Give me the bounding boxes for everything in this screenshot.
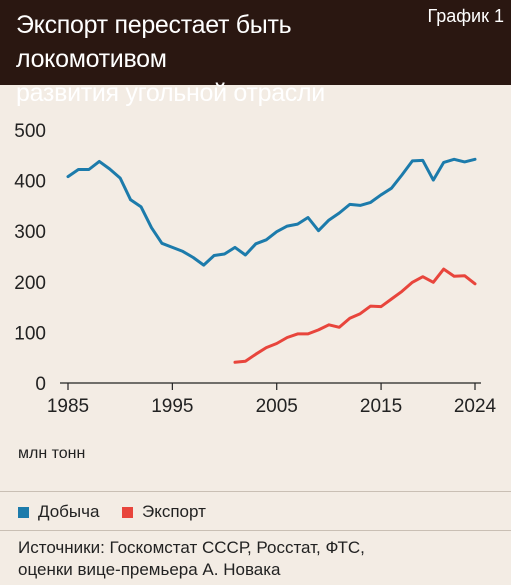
- chart-title-line2: развития угольной отрасли: [16, 79, 325, 107]
- legend-item-production: Добыча: [18, 502, 99, 522]
- header-bar: Экспорт перестает быть локомотивом разви…: [0, 0, 511, 107]
- legend: Добыча Экспорт: [0, 491, 511, 531]
- y-tick-label: 300: [14, 222, 46, 243]
- source-note: Источники: Госкомстат СССР, Росстат, ФТС…: [18, 537, 498, 581]
- source-line2: оценки вице-премьера А. Новака: [18, 560, 281, 579]
- x-tick-label: 2015: [360, 396, 402, 417]
- y-tick-label: 200: [14, 273, 46, 294]
- chart-title: Экспорт перестает быть локомотивом разви…: [16, 8, 426, 110]
- x-tick-label: 2024: [454, 396, 497, 417]
- chart-number-badge: График 1: [427, 6, 504, 26]
- x-tick-label: 2005: [256, 396, 298, 417]
- y-tick-label: 500: [14, 121, 46, 142]
- legend-swatch-production: [18, 506, 29, 518]
- chart-lines: [66, 157, 477, 364]
- series-line-production: [66, 157, 477, 267]
- y-tick-label: 100: [14, 323, 46, 344]
- chart-title-line1: Экспорт перестает быть локомотивом: [16, 11, 292, 73]
- y-tick-label: 0: [35, 374, 46, 395]
- legend-swatch-export: [122, 506, 133, 518]
- legend-label-export: Экспорт: [142, 502, 206, 521]
- line-chart: 0 100 200 300 400 500 1985 1995 2005 2015 2024: [14, 121, 497, 417]
- series-line-export: [233, 267, 477, 364]
- source-line1: Источники: Госкомстат СССР, Росстат, ФТС…: [18, 538, 365, 557]
- x-tick-label: 1985: [47, 396, 89, 417]
- x-axis: 1985 1995 2005 2015 2024: [47, 382, 497, 417]
- unit-label: млн тонн: [18, 445, 86, 462]
- legend-item-export: Экспорт: [122, 502, 206, 522]
- y-tick-label: 400: [14, 172, 46, 193]
- y-axis-labels: 0 100 200 300 400 500: [14, 121, 46, 395]
- x-tick-label: 1995: [151, 396, 193, 417]
- legend-label-production: Добыча: [38, 502, 100, 521]
